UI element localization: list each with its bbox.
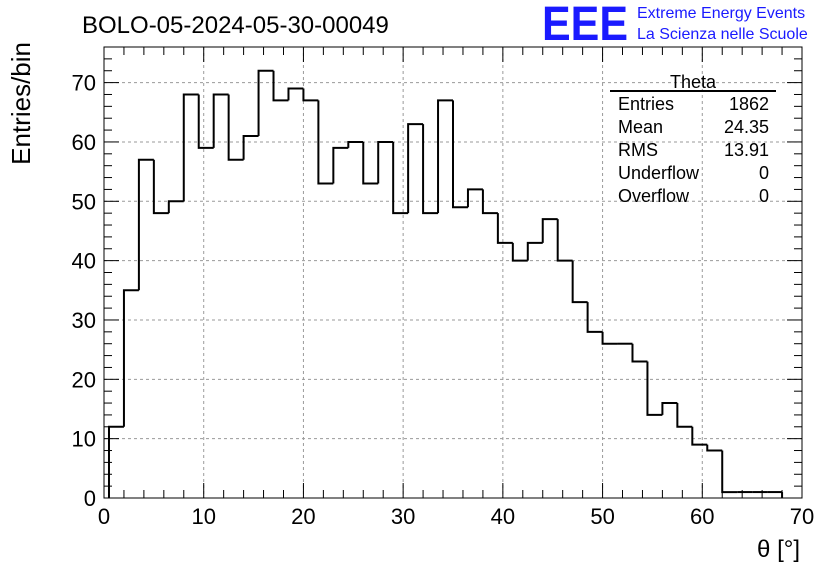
histogram-bin (541, 218, 558, 243)
histogram-bin (706, 444, 723, 452)
x-tick-label: 70 (790, 504, 814, 529)
y-tick-label: 30 (72, 308, 96, 333)
histogram-bin (332, 146, 349, 184)
stats-rows: Entries 1862 Mean 24.35 RMS 13.91 Underflow 0 Ov… (618, 94, 769, 206)
histogram-bin (586, 302, 603, 333)
x-tick-label: 0 (98, 504, 110, 529)
histogram-bin (287, 87, 304, 101)
stats-label: Mean (618, 117, 663, 137)
histogram-bin (422, 124, 439, 215)
histogram-series (107, 69, 784, 498)
histogram-bin (362, 141, 379, 185)
histogram-bin (526, 241, 543, 261)
histogram-bin (466, 188, 483, 208)
axis-ticks (103, 46, 803, 499)
stats-value: 0 (759, 163, 769, 183)
histogram-bin (721, 450, 738, 494)
eee-logo-letters: EEE (542, 0, 628, 51)
y-tick-label: 20 (72, 367, 96, 392)
stats-label: Entries (618, 94, 674, 114)
logo-line-2: La Scienza nelle Scuole (637, 26, 808, 43)
y-axis-label: Entries/bin (6, 42, 36, 165)
histogram-bin (377, 140, 394, 184)
histogram-bin (556, 219, 573, 262)
histogram-bin (452, 100, 468, 209)
stats-box: Theta Entries 1862 Mean 24.35 RMS 13.91 Underf… (610, 72, 776, 206)
stats-value: 24.35 (724, 117, 769, 137)
x-tick-label: 40 (491, 504, 515, 529)
y-tick-label: 70 (72, 71, 96, 96)
y-tick-label: 40 (72, 249, 96, 274)
histogram-bin (496, 213, 513, 244)
x-tick-label: 10 (191, 504, 215, 529)
histogram-bin (347, 140, 364, 148)
eee-logo: EEE Extreme Energy Events La Scienza nel… (542, 0, 808, 51)
y-tick-label: 50 (72, 189, 96, 214)
histogram-bin (197, 94, 214, 149)
histogram-bin (317, 100, 334, 185)
histogram-bin (646, 361, 663, 416)
histogram-bin (691, 426, 708, 446)
histogram-bin (152, 159, 169, 215)
tick-labels: 0 10 20 30 40 50 60 70 0 10 20 30 40 50 60 70 (72, 71, 815, 529)
stats-label: Underflow (618, 163, 700, 183)
histogram-bin (661, 402, 678, 415)
x-axis-label: θ [°] (757, 536, 800, 563)
histogram-bin (167, 200, 184, 214)
histogram-bin (392, 141, 409, 215)
stats-label: RMS (618, 140, 658, 160)
x-tick-label: 60 (690, 504, 714, 529)
histogram-bin (571, 260, 588, 304)
y-tick-label: 0 (84, 486, 96, 511)
histogram-bin (272, 70, 289, 102)
histogram-bin (257, 69, 274, 137)
histogram-bin (227, 94, 244, 161)
histogram-bin (212, 93, 229, 148)
logo-line-1: Extreme Energy Events (637, 5, 805, 22)
histogram-bin (182, 93, 199, 202)
y-tick-label: 10 (72, 427, 96, 452)
x-tick-label: 30 (391, 504, 415, 529)
histogram-bin (407, 123, 424, 214)
histogram-bin (481, 189, 498, 215)
x-tick-label: 20 (291, 504, 315, 529)
stats-label: Overflow (618, 186, 690, 206)
stats-title: Theta (670, 72, 717, 92)
histogram-bin (137, 158, 154, 291)
histogram-bin (631, 343, 648, 363)
histogram-bin (302, 88, 319, 102)
chart-title: BOLO-05-2024-05-30-00049 (82, 12, 389, 39)
histogram-bin (601, 331, 618, 345)
stats-value: 0 (759, 186, 769, 206)
histogram-bin (511, 242, 528, 262)
stats-value: 1862 (729, 94, 769, 114)
histogram-bin (122, 289, 139, 427)
histogram-bin (676, 403, 693, 428)
y-tick-label: 60 (72, 130, 96, 155)
stats-value: 13.91 (724, 140, 769, 160)
histogram-bin (242, 135, 259, 160)
histogram-bin (437, 99, 453, 214)
x-tick-label: 50 (590, 504, 614, 529)
